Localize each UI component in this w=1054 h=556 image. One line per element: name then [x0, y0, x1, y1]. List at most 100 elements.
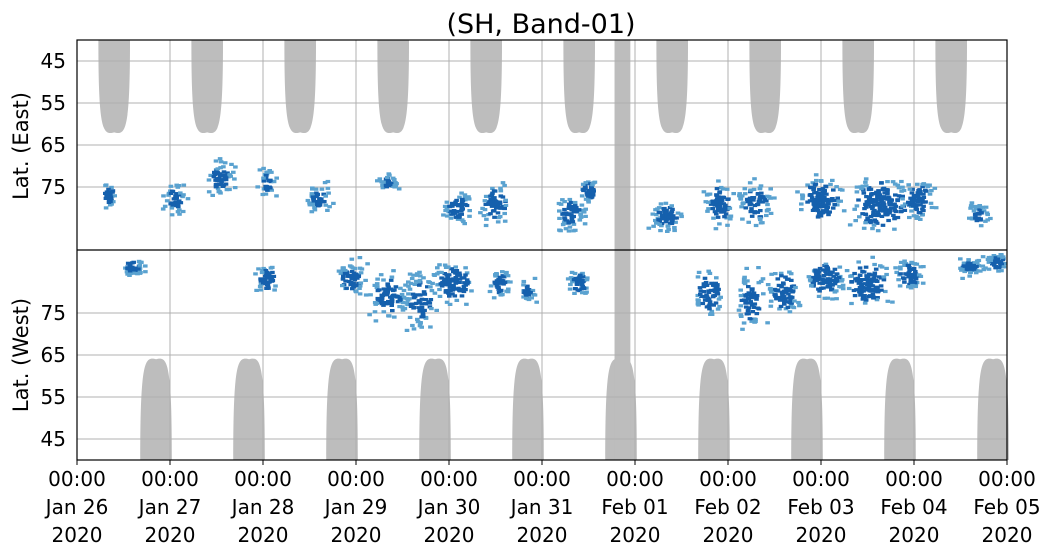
echo-cell: [772, 293, 777, 297]
echo-cell: [880, 209, 885, 213]
echo-cell: [376, 288, 382, 292]
echo-cell: [869, 277, 875, 281]
echo-cell: [704, 305, 710, 309]
echo-cell: [877, 204, 882, 208]
echo-cell: [310, 195, 316, 199]
echo-cell: [873, 288, 878, 292]
echo-cell: [856, 260, 861, 264]
echo-cell: [233, 165, 238, 169]
west-no-coverage-lobe: [884, 358, 916, 460]
east-no-coverage-lobe: [842, 40, 875, 134]
echo-cell: [799, 202, 804, 206]
echo-cell: [698, 289, 704, 293]
echo-cell: [213, 183, 219, 187]
echo-cell: [264, 271, 269, 276]
echo-cell: [913, 272, 919, 276]
echo-cell: [830, 297, 835, 301]
echo-cell: [915, 215, 921, 220]
echo-cell: [710, 199, 716, 203]
echo-cell: [875, 296, 880, 300]
echo-cell: [650, 212, 656, 216]
echo-cell: [444, 300, 450, 304]
echo-cell: [422, 308, 427, 312]
no-coverage-layer: [98, 40, 1009, 460]
echo-cell: [765, 203, 770, 207]
echo-cell: [907, 265, 912, 269]
x-tick-time: 00:00: [420, 467, 478, 491]
echo-cell: [749, 319, 754, 323]
echo-cell: [463, 273, 468, 277]
echo-cell: [257, 168, 263, 172]
echo-cell: [401, 288, 407, 293]
echo-cell: [913, 205, 919, 209]
echo-cell: [874, 285, 880, 289]
echo-cell: [832, 267, 838, 271]
echo-cell: [708, 202, 714, 206]
echo-cell: [450, 204, 455, 208]
echo-cell: [744, 312, 750, 316]
echo-cell: [748, 188, 753, 192]
echo-cell: [670, 219, 675, 223]
echo-cell: [918, 217, 923, 221]
echo-cell: [749, 207, 754, 211]
echo-cell: [911, 194, 917, 198]
echo-cell: [375, 179, 380, 183]
echo-cell: [883, 211, 888, 215]
echo-cell: [581, 188, 586, 192]
echo-cell: [561, 221, 567, 225]
echo-cell: [890, 180, 896, 184]
echo-cell: [127, 269, 133, 273]
echo-cell: [383, 301, 389, 305]
west-no-coverage-lobe: [698, 358, 730, 460]
echo-cell: [859, 187, 864, 191]
echo-cell: [220, 173, 226, 177]
echo-cell: [569, 208, 574, 212]
echo-cell: [340, 284, 345, 288]
echo-cell: [868, 187, 874, 191]
echo-cell: [980, 255, 986, 259]
echo-cell: [851, 288, 857, 293]
echo-cell: [748, 300, 753, 304]
echo-cell: [867, 272, 872, 276]
echo-cell: [267, 185, 272, 189]
x-tick-date: Jan 30: [416, 495, 481, 519]
echo-cell: [967, 274, 972, 278]
echo-cell: [865, 286, 871, 290]
echo-cell: [873, 192, 879, 196]
echo-cell: [985, 218, 990, 222]
echo-cell: [571, 214, 576, 219]
echo-cell: [916, 273, 922, 277]
echo-cell: [488, 284, 494, 288]
echo-cell: [833, 280, 839, 284]
east-no-coverage-lobe: [98, 40, 131, 134]
echo-cell: [758, 184, 764, 188]
echo-cell: [920, 200, 925, 204]
echo-cell: [814, 204, 820, 208]
echo-cell: [828, 182, 833, 186]
echo-cell: [500, 293, 505, 297]
x-tick-date: Jan 27: [137, 495, 202, 519]
echo-cell: [828, 199, 834, 203]
echo-cell: [881, 195, 887, 199]
west-no-coverage-lobe: [140, 358, 172, 460]
echo-cell: [491, 296, 497, 300]
echo-cell: [867, 195, 873, 199]
x-tick-time: 00:00: [141, 467, 199, 491]
echo-cell: [136, 259, 142, 263]
echo-cell: [181, 193, 186, 197]
echo-cell: [754, 294, 760, 298]
echo-cell: [567, 287, 573, 291]
echo-cell: [746, 220, 751, 224]
echo-cell: [879, 181, 884, 185]
echo-cell: [872, 262, 877, 267]
echo-cell: [386, 180, 392, 184]
echo-cell: [467, 214, 472, 218]
echo-cell: [724, 187, 730, 191]
echo-cell: [713, 301, 719, 305]
y-tick-labels: 45 55 65 75 75 65 55 45: [41, 49, 66, 451]
echo-cell: [864, 195, 869, 199]
echo-cell: [447, 302, 453, 306]
echo-cell: [210, 193, 215, 197]
echo-cell: [428, 285, 433, 289]
echo-cell: [703, 200, 709, 204]
